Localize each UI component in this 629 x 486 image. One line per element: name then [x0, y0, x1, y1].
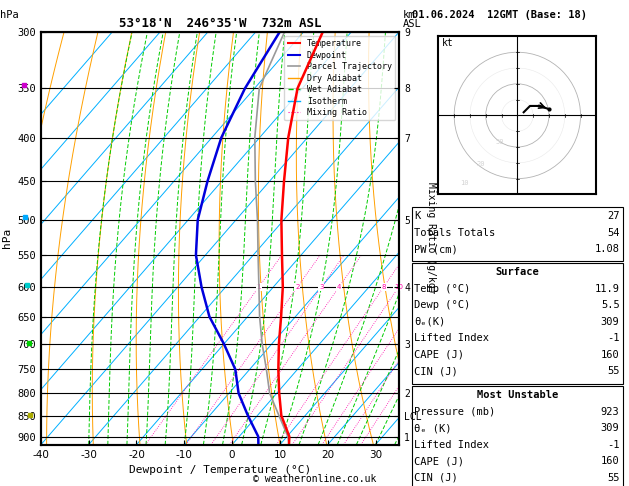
Text: Lifted Index: Lifted Index	[414, 440, 489, 450]
Text: Dewp (°C): Dewp (°C)	[414, 300, 470, 311]
Text: Lifted Index: Lifted Index	[414, 333, 489, 344]
Text: -1: -1	[607, 440, 620, 450]
Text: CIN (J): CIN (J)	[414, 473, 458, 483]
Text: Surface: Surface	[496, 267, 539, 278]
Text: 3: 3	[319, 284, 323, 290]
Y-axis label: hPa: hPa	[2, 228, 12, 248]
Text: kt: kt	[442, 38, 454, 48]
Text: 309: 309	[601, 317, 620, 327]
Text: 2: 2	[295, 284, 299, 290]
Text: -1: -1	[607, 333, 620, 344]
Text: CAPE (J): CAPE (J)	[414, 456, 464, 467]
Text: K: K	[414, 211, 420, 222]
Text: 8: 8	[381, 284, 386, 290]
Text: 54: 54	[607, 228, 620, 238]
Text: Totals Totals: Totals Totals	[414, 228, 495, 238]
Text: 309: 309	[601, 423, 620, 434]
Text: 1: 1	[257, 284, 261, 290]
Text: 5.5: 5.5	[601, 300, 620, 311]
Text: Pressure (mb): Pressure (mb)	[414, 407, 495, 417]
Text: CAPE (J): CAPE (J)	[414, 350, 464, 360]
Text: θₑ (K): θₑ (K)	[414, 423, 452, 434]
Text: 160: 160	[601, 350, 620, 360]
Text: ASL: ASL	[403, 19, 421, 30]
Text: 1.08: 1.08	[594, 244, 620, 255]
Text: Most Unstable: Most Unstable	[477, 390, 558, 400]
Text: 20: 20	[476, 161, 485, 167]
Text: 55: 55	[607, 366, 620, 377]
Text: 10: 10	[394, 284, 403, 290]
Text: 53°18'N  246°35'W  732m ASL: 53°18'N 246°35'W 732m ASL	[119, 17, 321, 30]
Text: Temp (°C): Temp (°C)	[414, 284, 470, 294]
Text: 01.06.2024  12GMT (Base: 18): 01.06.2024 12GMT (Base: 18)	[412, 10, 587, 20]
Y-axis label: Mixing Ratio (g/kg): Mixing Ratio (g/kg)	[426, 182, 436, 294]
Text: 923: 923	[601, 407, 620, 417]
Text: km: km	[403, 10, 415, 20]
Legend: Temperature, Dewpoint, Parcel Trajectory, Dry Adiabat, Wet Adiabat, Isotherm, Mi: Temperature, Dewpoint, Parcel Trajectory…	[284, 36, 395, 121]
Text: θₑ(K): θₑ(K)	[414, 317, 445, 327]
Text: hPa: hPa	[0, 10, 19, 20]
Text: 55: 55	[607, 473, 620, 483]
Text: CIN (J): CIN (J)	[414, 366, 458, 377]
Text: 27: 27	[607, 211, 620, 222]
Text: 160: 160	[601, 456, 620, 467]
Text: 4: 4	[337, 284, 341, 290]
Text: 10: 10	[460, 180, 469, 186]
Text: 11.9: 11.9	[594, 284, 620, 294]
Text: © weatheronline.co.uk: © weatheronline.co.uk	[253, 473, 376, 484]
Text: PW (cm): PW (cm)	[414, 244, 458, 255]
Text: 50: 50	[495, 139, 504, 145]
X-axis label: Dewpoint / Temperature (°C): Dewpoint / Temperature (°C)	[129, 465, 311, 475]
